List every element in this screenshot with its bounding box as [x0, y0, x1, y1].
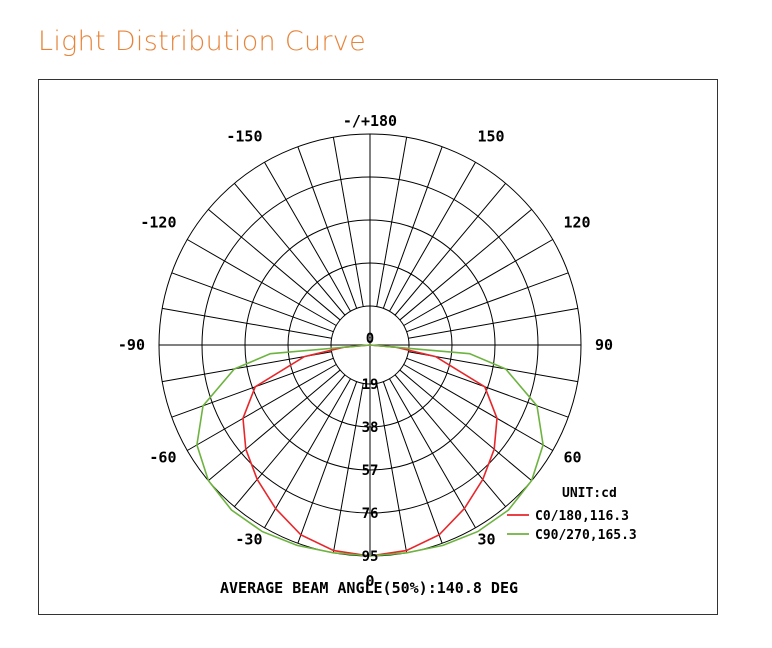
grid-spoke	[171, 272, 334, 333]
radial-tick-label: 76	[362, 506, 379, 522]
radial-tick-label: 95	[362, 549, 379, 565]
angle-labels: -/+180 150 -150 120 -120 90 -90 60 -60 30 -30 0	[118, 112, 613, 590]
polar-grid	[158, 133, 582, 557]
grid-spoke	[389, 378, 476, 528]
grid-spoke	[187, 364, 337, 451]
angle-label: -60	[149, 449, 176, 467]
grid-spoke	[389, 162, 476, 312]
grid-spoke	[264, 378, 351, 528]
grid-spoke	[208, 208, 341, 321]
angle-label: 60	[564, 449, 582, 467]
legend-entry: C0/180,116.3	[535, 509, 629, 524]
grid-spoke	[297, 146, 358, 309]
grid-spoke	[264, 162, 351, 312]
angle-label: -120	[140, 214, 176, 232]
legend-entry: C90/270,165.3	[535, 528, 637, 543]
angle-label: 0	[365, 572, 374, 590]
grid-spoke	[332, 383, 364, 553]
grid-spoke	[399, 208, 532, 321]
angle-label: -30	[235, 531, 262, 549]
radial-tick-label: 57	[362, 463, 379, 479]
grid-spoke	[408, 307, 578, 339]
curve-series-1	[196, 344, 544, 557]
radial-labels: 0 19 38 57 76 95	[362, 331, 379, 565]
grid-spoke	[403, 239, 553, 326]
grid-spoke	[171, 357, 334, 418]
chart-frame	[38, 79, 718, 615]
angle-label: -90	[118, 336, 145, 354]
grid-spoke	[394, 374, 507, 507]
angle-label: 90	[595, 336, 613, 354]
angle-label: 150	[478, 128, 505, 146]
angle-label: -150	[226, 128, 262, 146]
grid-spoke	[233, 183, 346, 316]
grid-spoke	[382, 146, 443, 309]
grid-spoke	[399, 369, 532, 482]
grid-spoke	[376, 383, 408, 553]
grid-spoke	[406, 357, 569, 418]
grid-spoke	[403, 364, 553, 451]
grid-spoke	[406, 272, 569, 333]
grid-spoke	[208, 369, 341, 482]
radial-tick-label: 0	[366, 331, 374, 347]
angle-label: 30	[478, 531, 496, 549]
grid-spoke	[394, 183, 507, 316]
grid-spoke	[187, 239, 337, 326]
page-title: Light Distribution Curve	[38, 26, 366, 57]
angle-label: -/+180	[343, 112, 397, 130]
angle-label: 120	[564, 214, 591, 232]
grid-spoke	[376, 137, 408, 307]
curves	[196, 344, 544, 557]
grid-spoke	[233, 374, 346, 507]
grid-spoke	[332, 137, 364, 307]
radial-tick-label: 19	[362, 377, 379, 393]
grid-spoke	[162, 307, 332, 339]
unit-label: UNIT:cd	[562, 486, 617, 501]
legend: UNIT:cd C0/180,116.3 C90/270,165.3	[507, 486, 637, 543]
grid-spoke	[382, 381, 443, 544]
beam-angle-footer: AVERAGE BEAM ANGLE(50%):140.8 DEG	[220, 579, 518, 597]
radial-tick-label: 38	[362, 420, 379, 436]
grid-spoke	[297, 381, 358, 544]
